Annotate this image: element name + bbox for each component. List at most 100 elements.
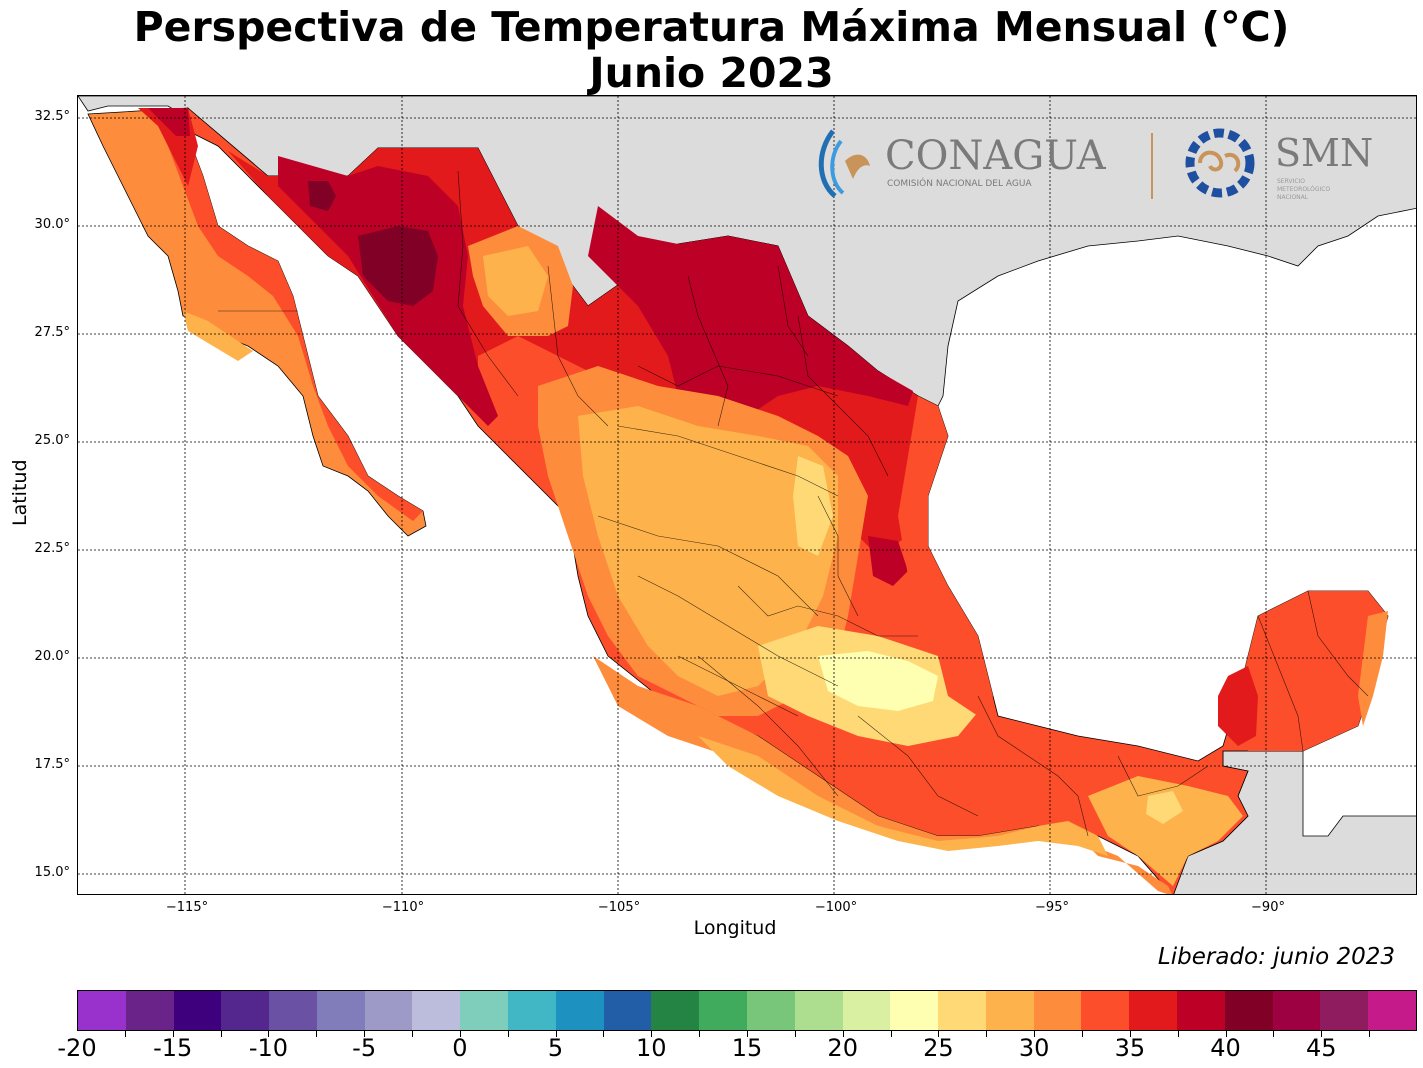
colorbar-segment xyxy=(1033,991,1082,1030)
colorbar-tick xyxy=(1177,1031,1179,1037)
colorbar-tick xyxy=(1273,1031,1275,1037)
xtick-label: −100° xyxy=(814,900,858,915)
colorbar-segment xyxy=(316,991,365,1030)
svg-text:SERVICIO: SERVICIO xyxy=(1277,178,1305,185)
colorbar-segment xyxy=(1224,991,1273,1030)
ytick-label: 25.0° xyxy=(34,433,70,448)
colorbar-tick xyxy=(1225,1031,1227,1037)
map-subtitle: Junio 2023 xyxy=(589,49,834,97)
release-date: Liberado: junio 2023 xyxy=(1157,944,1395,970)
colorbar-tick xyxy=(459,1031,461,1037)
ytick-label: 30.0° xyxy=(34,217,70,232)
temperature-colorbar xyxy=(77,990,1417,1031)
colorbar-label: 35 xyxy=(1114,1034,1146,1062)
colorbar-segment xyxy=(1176,991,1225,1030)
colorbar-label: -10 xyxy=(248,1034,289,1062)
colorbar-segment xyxy=(1081,991,1130,1030)
colorbar-segment xyxy=(460,991,509,1030)
ytick-label: 32.5° xyxy=(34,109,70,124)
smn-wordmark: SMN xyxy=(1275,131,1373,175)
colorbar-segment xyxy=(651,991,700,1030)
colorbar-tick xyxy=(842,1031,844,1037)
colorbar-label: 0 xyxy=(452,1034,468,1062)
colorbar-segment xyxy=(699,991,747,1030)
colorbar-tick xyxy=(1321,1031,1323,1037)
colorbar-segment xyxy=(508,991,556,1030)
colorbar-tick xyxy=(316,1031,318,1037)
colorbar-segment xyxy=(78,991,126,1030)
colorbar-tick xyxy=(172,1031,174,1037)
ytick-label: 17.5° xyxy=(34,757,70,772)
colorbar-label: 40 xyxy=(1210,1034,1241,1062)
x-axis-label: Longitud xyxy=(693,917,777,939)
ytick-label: 22.5° xyxy=(34,541,70,556)
colorbar-segment xyxy=(173,991,222,1030)
xtick-label: −105° xyxy=(597,900,641,915)
colorbar-tick xyxy=(938,1031,940,1037)
mexico-temperature-field xyxy=(87,107,1389,894)
colorbar-segment xyxy=(221,991,270,1030)
temperature-map xyxy=(78,96,1416,894)
agency-logos: CONAGUA COMISIÓN NACIONAL DEL AGUA SMN S… xyxy=(818,128,1373,201)
colorbar-segment xyxy=(1368,991,1416,1030)
ytick-label: 20.0° xyxy=(34,649,70,664)
colorbar-label: -20 xyxy=(57,1034,97,1062)
colorbar-segment xyxy=(1129,991,1177,1030)
colorbar-tick xyxy=(603,1031,605,1037)
colorbar-tick xyxy=(651,1031,653,1037)
colorbar-segment xyxy=(1320,991,1369,1030)
colorbar-segment xyxy=(985,991,1034,1030)
colorbar-label: -5 xyxy=(352,1034,377,1062)
colorbar-label: 15 xyxy=(731,1034,763,1062)
colorbar-segment xyxy=(890,991,939,1030)
colorbar-label: 25 xyxy=(923,1034,954,1062)
colorbar-segment xyxy=(603,991,652,1030)
conagua-subtitle: COMISIÓN NACIONAL DEL AGUA xyxy=(887,177,1032,189)
ytick-label: 27.5° xyxy=(34,325,70,340)
colorbar-tick xyxy=(1034,1031,1036,1037)
colorbar-segment xyxy=(938,991,986,1030)
colorbar-segment xyxy=(794,991,843,1030)
colorbar-tick xyxy=(507,1031,509,1037)
xtick-label: −90° xyxy=(1251,900,1285,915)
colorbar-segment xyxy=(125,991,174,1030)
colorbar-tick xyxy=(794,1031,796,1037)
state-boundaries xyxy=(218,170,1369,837)
map-panel: CONAGUA COMISIÓN NACIONAL DEL AGUA SMN S… xyxy=(77,95,1417,895)
colorbar-segment xyxy=(746,991,795,1030)
colorbar-tick xyxy=(1369,1031,1371,1037)
colorbar-tick xyxy=(124,1031,126,1037)
colorbar-tick xyxy=(699,1031,701,1037)
colorbar-segment xyxy=(555,991,604,1030)
colorbar-label: 20 xyxy=(827,1034,858,1062)
colorbar-tick xyxy=(1129,1031,1131,1037)
colorbar-label: 10 xyxy=(636,1034,667,1062)
conagua-wordmark: CONAGUA xyxy=(885,133,1107,179)
colorbar-tick xyxy=(747,1031,748,1037)
colorbar-tick xyxy=(986,1031,988,1037)
map-title: Perspectiva de Temperatura Máxima Mensua… xyxy=(133,3,1290,51)
svg-text:METEOROLÓGICO: METEOROLÓGICO xyxy=(1277,186,1330,193)
colorbar-tick xyxy=(364,1031,366,1037)
colorbar-label: 30 xyxy=(1018,1034,1050,1062)
conagua-logo: CONAGUA COMISIÓN NACIONAL DEL AGUA xyxy=(818,129,1107,198)
colorbar-tick xyxy=(890,1031,892,1037)
colorbar-tick xyxy=(412,1031,413,1037)
colorbar-segment xyxy=(412,991,461,1030)
colorbar-tick xyxy=(555,1031,557,1037)
xtick-label: −95° xyxy=(1035,900,1069,915)
colorbar-segment xyxy=(364,991,413,1030)
ytick-label: 15.0° xyxy=(34,865,70,880)
xtick-label: −115° xyxy=(165,900,209,915)
colorbar-label: -15 xyxy=(153,1034,193,1062)
xtick-label: −110° xyxy=(381,900,425,915)
colorbar-label: 5 xyxy=(547,1034,564,1062)
smn-logo: SMN SERVICIO METEOROLÓGICO NACIONAL xyxy=(1185,128,1373,201)
colorbar-label: 45 xyxy=(1306,1034,1337,1062)
graticule xyxy=(78,96,1416,894)
colorbar-segment xyxy=(842,991,891,1030)
svg-text:NACIONAL: NACIONAL xyxy=(1277,194,1309,201)
colorbar-tick xyxy=(268,1031,270,1037)
y-axis-label: Latitud xyxy=(9,459,31,526)
colorbar-segment xyxy=(269,991,317,1030)
